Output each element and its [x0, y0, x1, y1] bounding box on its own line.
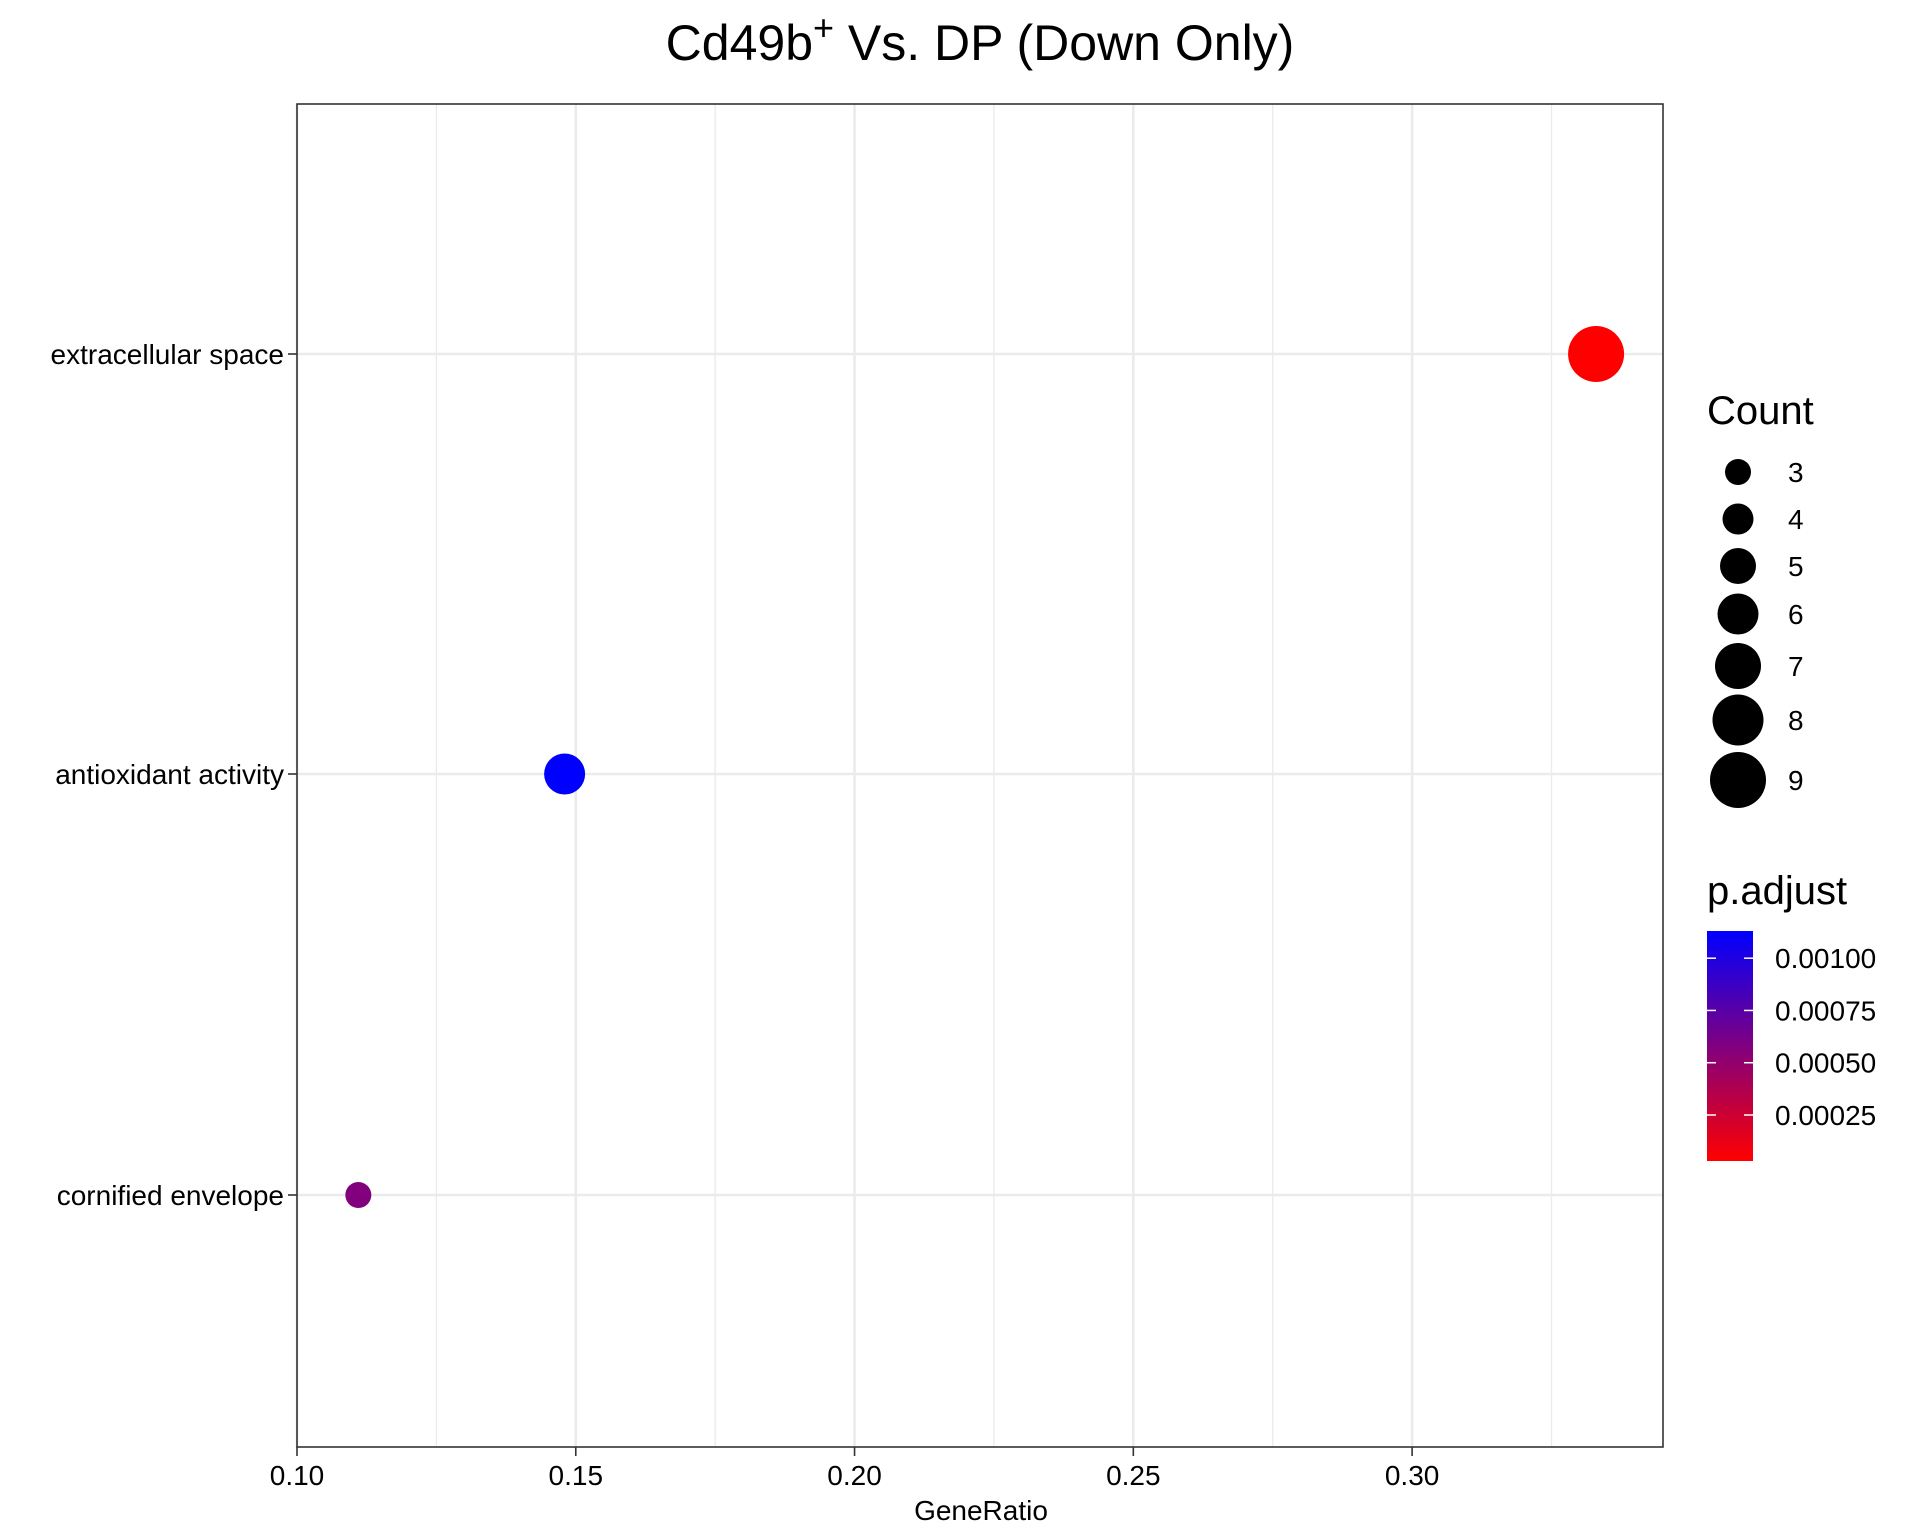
- title-rest: Vs. DP (Down Only): [834, 15, 1295, 71]
- padjust-legend-title: p.adjust: [1707, 869, 1847, 913]
- count-legend-label: 3: [1788, 457, 1804, 488]
- count-legend-key: [1715, 643, 1761, 689]
- count-legend-label: 4: [1788, 504, 1804, 535]
- data-points: [345, 326, 1625, 1208]
- count-legend-label: 5: [1788, 551, 1804, 582]
- plot-panel: [297, 104, 1663, 1447]
- padjust-legend-label: 0.00100: [1775, 943, 1876, 974]
- axes: 0.10 0.15 0.20 0.25 0.30 extracellular space a…: [51, 103, 1664, 1491]
- count-legend-key: [1720, 548, 1756, 584]
- panel-background: [297, 104, 1663, 1447]
- count-legend-key: [1710, 752, 1766, 808]
- padjust-colorbar: [1707, 931, 1753, 1161]
- data-point-3: [345, 1182, 372, 1208]
- count-legend-key: [1725, 459, 1751, 485]
- count-legend-label: 7: [1788, 651, 1804, 682]
- y-tick-label: antioxidant activity: [55, 759, 284, 790]
- count-legend: Count 3 4 5 6 7 8 9: [1707, 389, 1814, 808]
- x-tick-label: 0.15: [549, 1460, 604, 1491]
- y-tick-label: cornified envelope: [57, 1180, 284, 1211]
- x-tick-label: 0.20: [827, 1460, 882, 1491]
- title-main: Cd49b: [665, 15, 813, 71]
- x-tick-label: 0.25: [1106, 1460, 1161, 1491]
- x-axis-label: GeneRatio: [914, 1495, 1048, 1526]
- count-legend-label: 9: [1788, 765, 1804, 796]
- count-legend-label: 8: [1788, 705, 1804, 736]
- chart-title: Cd49b+ Vs. DP (Down Only): [0, 10, 1920, 72]
- count-legend-key: [1717, 593, 1759, 635]
- title-superscript: +: [813, 7, 835, 49]
- y-tick-label: extracellular space: [51, 339, 284, 370]
- count-legend-title: Count: [1707, 389, 1814, 433]
- x-tick-label: 0.30: [1385, 1460, 1440, 1491]
- count-legend-label: 6: [1788, 599, 1804, 630]
- data-point-1: [1568, 326, 1625, 382]
- count-legend-key: [1712, 694, 1764, 746]
- padjust-legend-label: 0.00075: [1775, 995, 1876, 1026]
- x-tick-label: 0.10: [270, 1460, 325, 1491]
- panel-border: [296, 103, 1664, 1448]
- count-legend-key: [1722, 503, 1754, 535]
- padjust-legend-label: 0.00025: [1775, 1100, 1876, 1131]
- padjust-legend: p.adjust 0.00100 0.00075 0.00050 0.00025: [1707, 869, 1876, 1161]
- padjust-legend-label: 0.00050: [1775, 1048, 1876, 1079]
- data-point-2: [544, 753, 586, 795]
